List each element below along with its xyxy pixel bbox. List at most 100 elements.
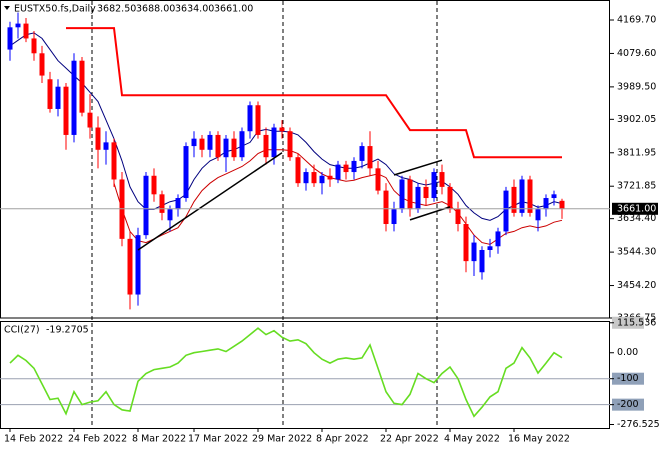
tick-label-box (612, 372, 644, 385)
candle-body (143, 175, 149, 236)
x-tick-label: 8 Apr 2022 (316, 434, 369, 445)
last-price-box (612, 202, 658, 215)
y-tick-label: 0.00 (617, 347, 638, 358)
candle-body (471, 242, 477, 262)
candle-body (135, 235, 141, 295)
x-tick-label: 22 Apr 2022 (380, 434, 439, 445)
candle-body (391, 209, 397, 225)
candle-body (415, 186, 421, 210)
candle-body (111, 142, 117, 180)
x-tick-label: 17 Mar 2022 (188, 434, 248, 445)
candle-body (255, 105, 261, 135)
candle-body (343, 164, 349, 173)
candle-body (7, 27, 13, 50)
candle-body (31, 38, 37, 54)
candle-body (311, 172, 317, 184)
candle-body (527, 179, 533, 213)
cci-title: CCI(27) (4, 325, 40, 336)
candle-body (479, 249, 485, 273)
x-tick-label: 8 Mar 2022 (132, 434, 186, 445)
candle-body (151, 175, 157, 195)
x-tick-label: 4 May 2022 (444, 434, 500, 445)
candle-body (279, 127, 285, 132)
candle-body (375, 168, 381, 191)
candle-body (463, 224, 469, 262)
candle-body (239, 131, 245, 158)
x-tick-label: 16 May 2022 (508, 434, 570, 445)
candle-body (519, 179, 525, 213)
candle-body (95, 127, 101, 150)
last-price-label: 3661.00 (617, 203, 656, 214)
y-tick-label: 3989.50 (617, 81, 656, 92)
y-tick-label: 3811.95 (617, 147, 656, 158)
candle-body (199, 138, 205, 150)
candle-body (303, 172, 309, 184)
candle-body (551, 194, 557, 199)
price-pane-frame (0, 0, 610, 319)
candle-body (487, 246, 493, 250)
y-tick-label: -276.5253 (617, 419, 660, 430)
y-tick-label: 3544.30 (617, 247, 656, 258)
symbol-title: EUSTX50.fs,Daily (14, 4, 96, 15)
ohlc-high: 3688.00 (136, 4, 175, 15)
candle-body (167, 209, 173, 221)
candle-body (71, 60, 77, 135)
candle-body (183, 146, 189, 199)
candle-body (231, 138, 237, 158)
x-tick-label: 29 Mar 2022 (252, 434, 312, 445)
candle-body (159, 194, 165, 213)
ohlc-open: 3682.50 (97, 4, 136, 15)
candle-body (327, 175, 333, 180)
candle-body (215, 134, 221, 158)
y-tick-label: 3721.85 (617, 181, 656, 192)
ohlc-close: 3661.00 (214, 4, 253, 15)
trendline (393, 159, 443, 176)
candle-body (175, 198, 181, 210)
x-tick-label: 14 Feb 2022 (4, 434, 63, 445)
candle-body (495, 231, 501, 247)
candle-body (47, 79, 53, 109)
candle-body (399, 179, 405, 210)
candle-body (287, 131, 293, 158)
candle-body (423, 186, 429, 199)
candle-body (55, 86, 61, 109)
plot: 4169.70 4079.60 3989.50 3902.05 3811.95 3721.… (0, 12, 660, 445)
x-tick-label: 24 Feb 2022 (68, 434, 127, 445)
candle-body (103, 142, 109, 150)
candle-body (295, 157, 301, 184)
candle-body (263, 134, 269, 158)
candle-body (447, 186, 453, 210)
candle-body (191, 138, 197, 147)
candle-body (455, 209, 461, 225)
candle-body (207, 134, 213, 150)
tick-label-box (612, 316, 644, 329)
candle-body (63, 86, 69, 135)
y-tick-label: 4169.70 (617, 14, 656, 25)
candle-body (23, 23, 29, 39)
stop-line (66, 27, 562, 159)
candle-body (511, 186, 517, 213)
candle-body (503, 190, 509, 232)
candle-body (39, 53, 45, 76)
y-tick-label: -200 (617, 399, 639, 410)
candle-body (439, 172, 445, 187)
candle-body (15, 23, 21, 28)
candle-body (407, 179, 413, 210)
candle-body (127, 238, 133, 295)
candle-body (87, 112, 93, 128)
y-tick-label: 3634.40 (617, 213, 656, 224)
candle-body (247, 105, 253, 132)
cci-current: -19.2705 (46, 325, 89, 336)
y-tick-label: 3454.20 (617, 280, 656, 291)
cci-line (9, 327, 563, 418)
candle-body (271, 127, 277, 158)
y-tick-label: 115.536 (617, 317, 656, 328)
cci-pane-frame (0, 321, 610, 429)
candle-body (223, 138, 229, 158)
candle-body (559, 200, 565, 209)
y-tick-label: -100 (617, 373, 639, 384)
tick-label-box (612, 398, 644, 411)
candle-body (543, 198, 549, 210)
